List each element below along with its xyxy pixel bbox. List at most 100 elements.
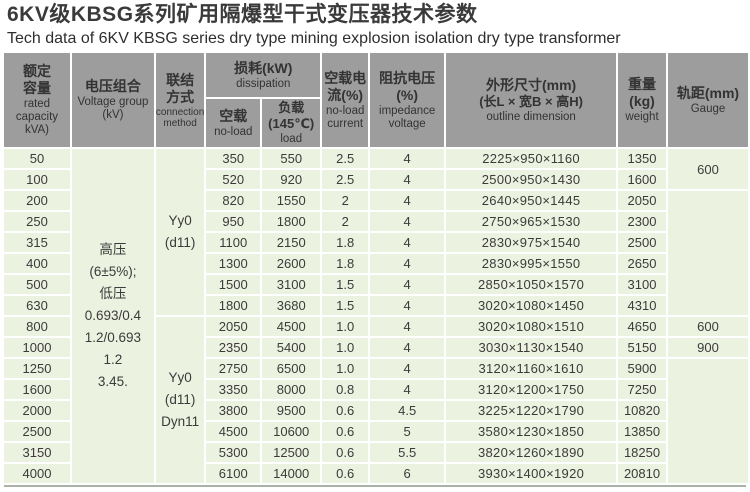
- spec-table-body: 50 高压 (6±5%); 低压 0.693/0.4 1.2/0.693 1.2 3.45. Y…: [4, 149, 748, 483]
- weight-cell: 4650: [618, 317, 666, 336]
- table-row: 2000 3800 9500 0.6 4.5 3225×1220×1790 10820: [4, 401, 748, 420]
- capacity-cell: 50: [4, 149, 70, 168]
- capacity-cell: 400: [4, 254, 70, 273]
- no-load-current-cell: 0.6: [322, 401, 369, 420]
- capacity-cell: 1000: [4, 338, 70, 357]
- no-load-loss-cell: 1300: [206, 254, 261, 273]
- connection-cell: Yy0 (d11): [155, 149, 205, 315]
- page-title: 6KV级KBSG系列矿用隔爆型干式变压器技术参数: [7, 3, 478, 26]
- col-header-outline-dimension-zh: 外形尺寸(mm): [485, 76, 577, 93]
- dimension-cell: 2225×950×1160: [446, 149, 617, 168]
- load-loss-cell: 2150: [262, 233, 321, 252]
- no-load-current-cell: 0.8: [322, 380, 369, 399]
- dimension-cell: 2830×975×1540: [446, 233, 617, 252]
- subcol-header-load-loss-en: load: [280, 133, 303, 145]
- col-header-gauge-en: Gauge: [690, 102, 726, 115]
- gauge-cell: [668, 359, 748, 483]
- no-load-loss-cell: 520: [206, 170, 261, 189]
- page-subtitle: Tech data of 6KV KBSG series dry type mi…: [7, 30, 621, 47]
- dimension-cell: 3120×1200×1750: [446, 380, 617, 399]
- subcol-header-no-load-loss-en: no-load: [214, 125, 253, 138]
- no-load-loss-cell: 950: [206, 212, 261, 231]
- table-row: 1000 2350 5400 1.0 4 3030×1130×1540 5150 900: [4, 338, 748, 357]
- no-load-current-cell: 1.0: [322, 359, 369, 378]
- weight-cell: 1600: [618, 170, 666, 189]
- load-loss-cell: 9500: [262, 401, 321, 420]
- table-row: 500 1500 3100 1.5 4 2850×1050×1570 3100: [4, 275, 748, 294]
- dimension-cell: 2750×965×1530: [446, 212, 617, 231]
- weight-cell: 20810: [618, 464, 666, 483]
- weight-cell: 2650: [618, 254, 666, 273]
- capacity-cell: 4000: [4, 464, 70, 483]
- capacity-cell: 200: [4, 191, 70, 210]
- impedance-cell: 4: [370, 191, 445, 210]
- table-row: 100 520 920 2.5 4 2500×950×1430 1600: [4, 170, 748, 189]
- impedance-cell: 4: [370, 212, 445, 231]
- col-header-gauge-zh: 轨距(mm): [676, 84, 740, 101]
- impedance-cell: 4: [370, 359, 445, 378]
- no-load-loss-cell: 2750: [206, 359, 261, 378]
- col-header-voltage-group-en: Voltage group (kV): [77, 96, 149, 121]
- no-load-loss-cell: 2350: [206, 338, 261, 357]
- weight-cell: 2300: [618, 212, 666, 231]
- load-loss-cell: 3680: [262, 296, 321, 315]
- table-row: 4000 6100 14000 0.6 6 3930×1400×1920 20810: [4, 464, 748, 483]
- load-loss-cell: 1550: [262, 191, 321, 210]
- voltage-group-cell: 高压 (6±5%); 低压 0.693/0.4 1.2/0.693 1.2 3.45.: [71, 149, 154, 483]
- no-load-current-cell: 2: [322, 191, 369, 210]
- no-load-current-cell: 2.5: [322, 170, 369, 189]
- load-loss-cell: 10600: [262, 422, 321, 441]
- impedance-cell: 4.5: [370, 401, 445, 420]
- table-row: 630 1800 3680 1.5 4 3020×1080×1450 4310: [4, 296, 748, 315]
- no-load-current-cell: 0.6: [322, 422, 369, 441]
- dimension-cell: 3225×1220×1790: [446, 401, 617, 420]
- dimension-cell: 3030×1130×1540: [446, 338, 617, 357]
- no-load-current-cell: 0.6: [322, 464, 369, 483]
- load-loss-cell: 14000: [262, 464, 321, 483]
- impedance-cell: 4: [370, 338, 445, 357]
- gauge-cell: 600: [668, 149, 748, 189]
- col-header-no-load-current: 空载电流(%) no-load current: [322, 53, 369, 147]
- title-block: 6KV级KBSG系列矿用隔爆型干式变压器技术参数 Tech data of 6K…: [0, 0, 750, 50]
- load-loss-cell: 8000: [262, 380, 321, 399]
- dimension-cell: 2500×950×1430: [446, 170, 617, 189]
- weight-cell: 18250: [618, 443, 666, 462]
- col-header-dissipation-zh: 损耗(kW): [234, 59, 293, 76]
- col-header-dissipation-en: dissipation: [236, 77, 291, 90]
- col-header-outline-dimension-en: outline dimension: [486, 110, 576, 123]
- subcol-header-load-loss-zh: 负载(145℃): [268, 100, 315, 131]
- dimension-cell: 2830×995×1550: [446, 254, 617, 273]
- impedance-cell: 4: [370, 275, 445, 294]
- table-row: 200 820 1550 2 4 2640×950×1445 2050: [4, 191, 748, 315]
- col-header-outline-dimension-zh2: (长L × 宽B × 高H): [479, 93, 583, 109]
- dimension-cell: 3820×1260×1890: [446, 443, 617, 462]
- no-load-current-cell: 1.5: [322, 296, 369, 315]
- load-loss-cell: 5400: [262, 338, 321, 357]
- col-header-gauge: 轨距(mm) Gauge: [668, 53, 748, 147]
- no-load-loss-cell: 3800: [206, 401, 261, 420]
- no-load-loss-cell: 6100: [206, 464, 261, 483]
- table-row: 250 950 1800 2 4 2750×965×1530 2300: [4, 212, 748, 231]
- load-loss-cell: 2600: [262, 254, 321, 273]
- impedance-cell: 4: [370, 296, 445, 315]
- no-load-loss-cell: 1500: [206, 275, 261, 294]
- impedance-cell: 4: [370, 233, 445, 252]
- spec-table-header: 额定容量 rated capacity kVA) 电压组合 Voltage gr…: [4, 53, 748, 147]
- gauge-cell: 900: [668, 338, 748, 357]
- no-load-current-cell: 1.8: [322, 254, 369, 273]
- dimension-cell: 3120×1160×1610: [446, 359, 617, 378]
- col-header-no-load-current-en: no-load current: [326, 104, 365, 130]
- capacity-cell: 500: [4, 275, 70, 294]
- col-header-rated-capacity-en: rated capacity kVA): [15, 98, 59, 136]
- load-loss-cell: 4500: [262, 317, 321, 336]
- capacity-cell: 1600: [4, 380, 70, 399]
- gauge-cell: [668, 191, 748, 315]
- col-header-weight-zh: 重量(kg): [628, 76, 657, 109]
- dimension-cell: 2640×950×1445: [446, 191, 617, 210]
- col-header-dissipation: 损耗(kW) dissipation: [206, 53, 321, 97]
- impedance-cell: 6: [370, 464, 445, 483]
- capacity-cell: 630: [4, 296, 70, 315]
- table-row: 2500 4500 10600 0.6 5 3580×1230×1850 13850: [4, 422, 748, 441]
- subcol-header-no-load-loss: 空载 no-load: [206, 99, 261, 147]
- weight-cell: 2050: [618, 191, 666, 210]
